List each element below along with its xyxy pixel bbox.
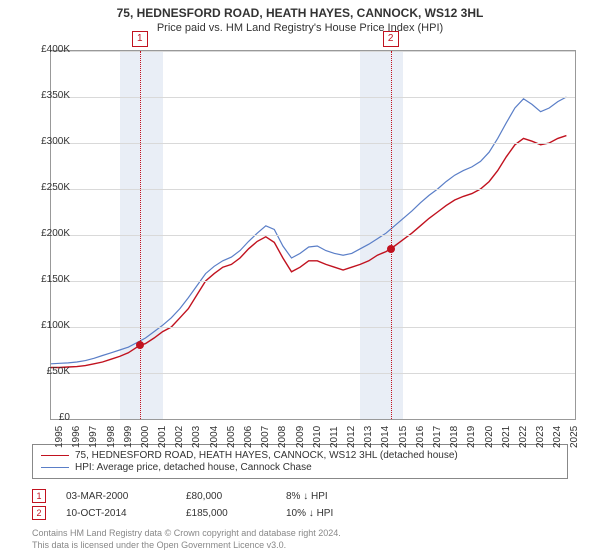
event-date: 03-MAR-2000 bbox=[66, 491, 166, 502]
y-axis-label: £250K bbox=[22, 182, 70, 193]
x-axis-label: 1998 bbox=[106, 428, 117, 448]
event-vline bbox=[140, 51, 141, 419]
x-axis-label: 2010 bbox=[312, 428, 323, 448]
attribution-line: Contains HM Land Registry data © Crown c… bbox=[32, 528, 341, 538]
event-price: £80,000 bbox=[186, 491, 266, 502]
x-axis-label: 2017 bbox=[432, 428, 443, 448]
x-axis-label: 2003 bbox=[191, 428, 202, 448]
series-line-subject bbox=[51, 136, 566, 368]
chart-title: 75, HEDNESFORD ROAD, HEATH HAYES, CANNOC… bbox=[0, 0, 600, 20]
root: 75, HEDNESFORD ROAD, HEATH HAYES, CANNOC… bbox=[0, 0, 600, 560]
x-axis-label: 2005 bbox=[226, 428, 237, 448]
x-axis-label: 2009 bbox=[295, 428, 306, 448]
x-axis-label: 2000 bbox=[140, 428, 151, 448]
x-axis-label: 2020 bbox=[484, 428, 495, 448]
x-axis-label: 2025 bbox=[569, 428, 580, 448]
y-axis-label: £400K bbox=[22, 44, 70, 55]
gridline bbox=[51, 143, 575, 144]
chart-plot-area: 12 bbox=[50, 50, 576, 420]
gridline bbox=[51, 51, 575, 52]
y-axis-label: £0 bbox=[22, 412, 70, 423]
legend-label: HPI: Average price, detached house, Cann… bbox=[75, 462, 312, 473]
legend-row: 75, HEDNESFORD ROAD, HEATH HAYES, CANNOC… bbox=[41, 450, 559, 461]
legend-swatch bbox=[41, 455, 69, 456]
y-axis-label: £100K bbox=[22, 320, 70, 331]
x-axis-label: 2015 bbox=[398, 428, 409, 448]
x-axis-label: 2001 bbox=[157, 428, 168, 448]
price-marker bbox=[136, 341, 144, 349]
x-axis-label: 2011 bbox=[329, 428, 340, 448]
y-axis-label: £350K bbox=[22, 90, 70, 101]
events-table: 1 03-MAR-2000 £80,000 8% ↓ HPI 2 10-OCT-… bbox=[32, 486, 568, 523]
event-date: 10-OCT-2014 bbox=[66, 508, 166, 519]
gridline bbox=[51, 373, 575, 374]
event-vline bbox=[391, 51, 392, 419]
y-axis-label: £150K bbox=[22, 274, 70, 285]
x-axis-label: 2008 bbox=[277, 428, 288, 448]
gridline bbox=[51, 235, 575, 236]
x-axis-label: 2016 bbox=[415, 428, 426, 448]
series-line-hpi bbox=[51, 97, 566, 364]
event-tag-marker: 2 bbox=[383, 31, 399, 47]
y-axis-label: £300K bbox=[22, 136, 70, 147]
gridline bbox=[51, 97, 575, 98]
y-axis-label: £200K bbox=[22, 228, 70, 239]
x-axis-label: 2013 bbox=[363, 428, 374, 448]
legend-swatch bbox=[41, 467, 69, 468]
x-axis-label: 2004 bbox=[209, 428, 220, 448]
x-axis-label: 2014 bbox=[380, 428, 391, 448]
x-axis-label: 2019 bbox=[466, 428, 477, 448]
x-axis-label: 2012 bbox=[346, 428, 357, 448]
x-axis-label: 1997 bbox=[88, 428, 99, 448]
legend-box: 75, HEDNESFORD ROAD, HEATH HAYES, CANNOC… bbox=[32, 444, 568, 479]
x-axis-label: 2021 bbox=[501, 428, 512, 448]
x-axis-label: 2002 bbox=[174, 428, 185, 448]
gridline bbox=[51, 327, 575, 328]
x-axis-label: 2024 bbox=[552, 428, 563, 448]
event-row: 1 03-MAR-2000 £80,000 8% ↓ HPI bbox=[32, 489, 568, 503]
event-tag-box: 1 bbox=[32, 489, 46, 503]
x-axis-label: 1996 bbox=[71, 428, 82, 448]
chart-subtitle: Price paid vs. HM Land Registry's House … bbox=[0, 22, 600, 34]
x-axis-label: 2007 bbox=[260, 428, 271, 448]
event-row: 2 10-OCT-2014 £185,000 10% ↓ HPI bbox=[32, 506, 568, 520]
x-axis-label: 2018 bbox=[449, 428, 460, 448]
event-tag-marker: 1 bbox=[132, 31, 148, 47]
event-tag-box: 2 bbox=[32, 506, 46, 520]
gridline bbox=[51, 189, 575, 190]
legend-label: 75, HEDNESFORD ROAD, HEATH HAYES, CANNOC… bbox=[75, 450, 458, 461]
x-axis-label: 2022 bbox=[518, 428, 529, 448]
y-axis-label: £50K bbox=[22, 366, 70, 377]
x-axis-label: 2023 bbox=[535, 428, 546, 448]
event-price: £185,000 bbox=[186, 508, 266, 519]
attribution-line: This data is licensed under the Open Gov… bbox=[32, 540, 286, 550]
x-axis-label: 1995 bbox=[54, 428, 65, 448]
legend-row: HPI: Average price, detached house, Cann… bbox=[41, 462, 559, 473]
x-axis-label: 1999 bbox=[123, 428, 134, 448]
x-axis-label: 2006 bbox=[243, 428, 254, 448]
attribution: Contains HM Land Registry data © Crown c… bbox=[32, 528, 568, 551]
price-marker bbox=[387, 245, 395, 253]
gridline bbox=[51, 281, 575, 282]
event-diff: 8% ↓ HPI bbox=[286, 491, 386, 502]
event-diff: 10% ↓ HPI bbox=[286, 508, 386, 519]
